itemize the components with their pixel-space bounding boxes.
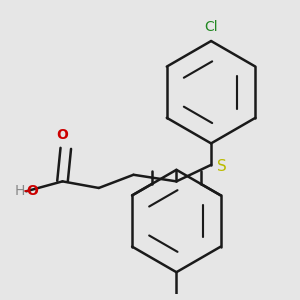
Text: S: S xyxy=(217,159,227,174)
Text: H: H xyxy=(14,184,25,198)
Text: O: O xyxy=(56,128,68,142)
Text: O: O xyxy=(26,184,38,198)
Text: Cl: Cl xyxy=(204,20,218,34)
